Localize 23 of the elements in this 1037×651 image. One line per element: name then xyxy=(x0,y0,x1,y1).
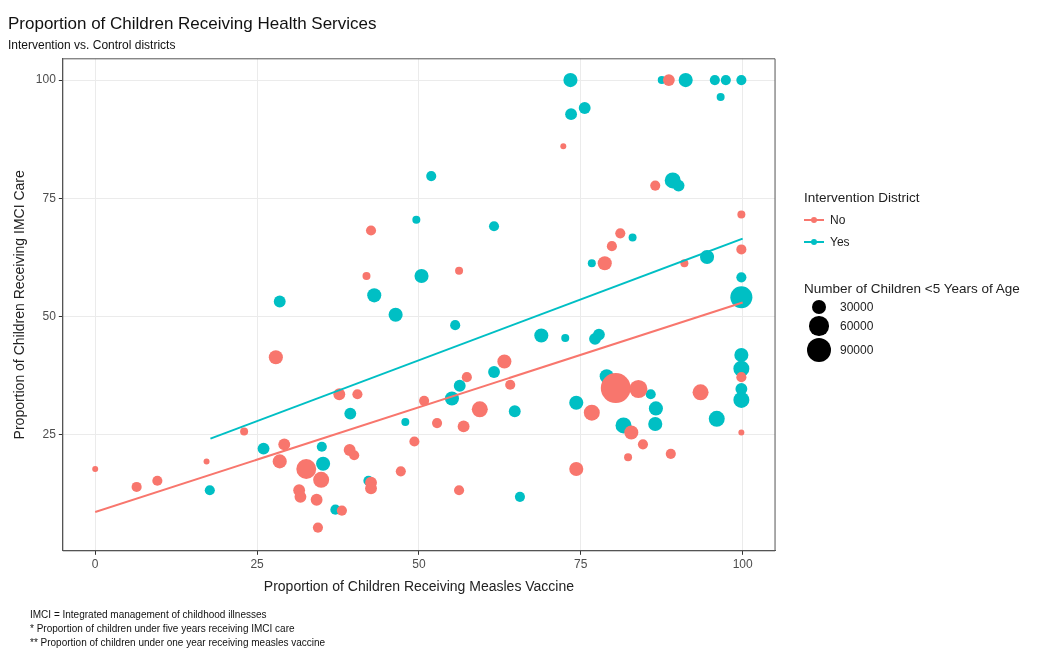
legend-label: 90000 xyxy=(840,342,874,357)
x-tick-label: 100 xyxy=(732,557,753,572)
x-tick-label: 75 xyxy=(574,557,588,572)
chart-title: Proportion of Children Receiving Health Services xyxy=(8,13,377,33)
x-tick-label: 50 xyxy=(412,557,426,572)
legend-label: No xyxy=(830,213,846,227)
y-tick-label: 50 xyxy=(42,308,57,323)
chart-subtitle: Intervention vs. Control districts xyxy=(8,37,176,52)
text: ** Proportion of children under one year receiving measles vaccine xyxy=(30,636,326,650)
y-tick-label: 100 xyxy=(35,72,57,87)
text: Number of Children <5 Years of Age xyxy=(804,281,1020,296)
x-axis-title: Proportion of Children Receiving Measles Vaccine xyxy=(263,578,575,595)
x-tick-label: 0 xyxy=(91,557,99,572)
legend-title: Intervention District xyxy=(804,190,921,205)
text: * Proportion of children under five years receiving IMCI care xyxy=(30,622,296,636)
legend-label: 30000 xyxy=(840,300,874,314)
y-axis-title: Proportion of Children Receiving IMCI Care xyxy=(11,169,28,440)
y-tick-label: 75 xyxy=(42,190,57,205)
text: IMCI = Integrated management of childhood illnesses xyxy=(30,608,268,622)
legend-label: Yes xyxy=(830,235,850,249)
legend-label: 60000 xyxy=(840,318,874,333)
y-tick-label: 25 xyxy=(42,427,57,442)
x-tick-label: 25 xyxy=(250,557,265,572)
